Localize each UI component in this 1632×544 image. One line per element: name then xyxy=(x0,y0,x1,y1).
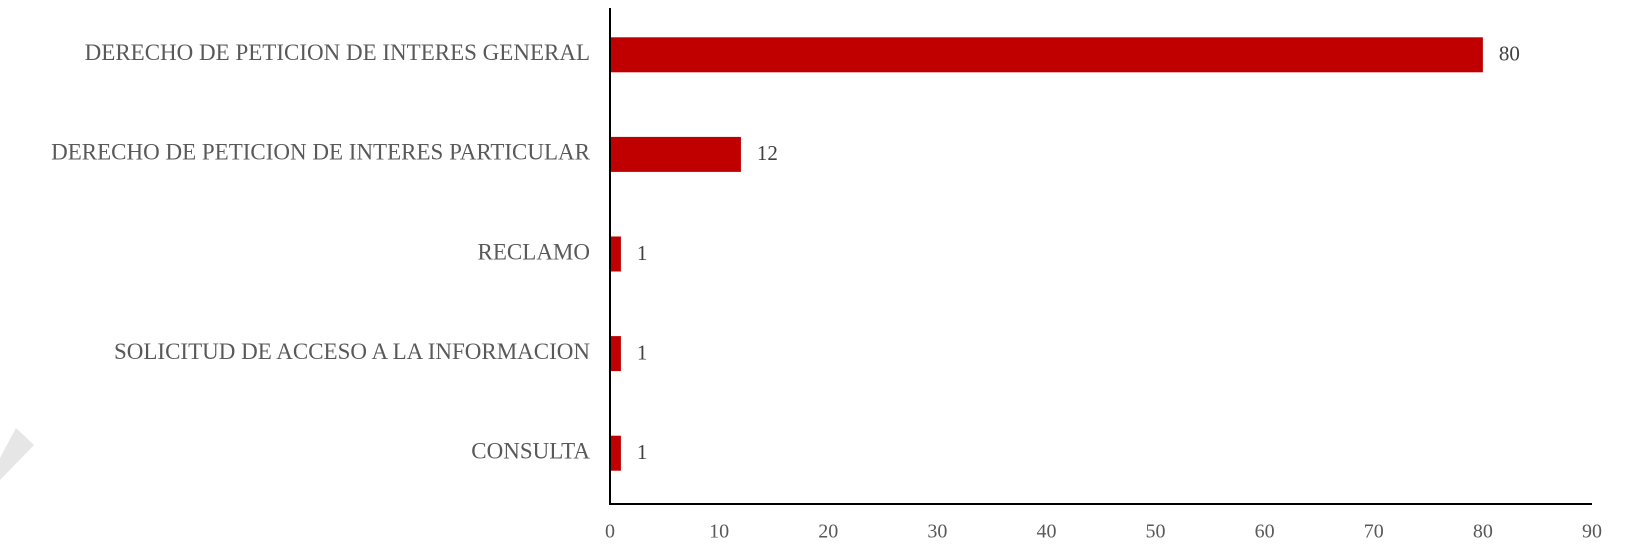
bar xyxy=(610,37,1483,73)
bar xyxy=(610,435,621,471)
category-label: DERECHO DE PETICION DE INTERES GENERAL xyxy=(85,40,590,65)
bar xyxy=(610,236,621,272)
tick-labels-group: 0 10 20 30 40 50 60 70 80 90 xyxy=(605,521,1602,543)
x-tick-label: 80 xyxy=(1473,521,1493,543)
x-tick-label: 50 xyxy=(1146,521,1166,543)
data-label: 1 xyxy=(637,440,648,464)
bar xyxy=(610,136,741,172)
x-tick-label: 60 xyxy=(1255,521,1275,543)
x-tick-label: 70 xyxy=(1364,521,1384,543)
data-label: 1 xyxy=(637,241,648,265)
data-label: 80 xyxy=(1499,42,1520,66)
axes-group xyxy=(609,8,1592,505)
x-tick-label: 0 xyxy=(605,521,615,543)
bars-group xyxy=(610,37,1483,471)
data-label: 1 xyxy=(637,340,648,364)
data-label: 12 xyxy=(757,141,778,165)
x-tick-label: 90 xyxy=(1582,521,1602,543)
x-tick-label: 20 xyxy=(818,521,838,543)
watermark-shape xyxy=(0,428,34,480)
category-label: DERECHO DE PETICION DE INTERES PARTICULA… xyxy=(51,140,591,165)
x-tick-label: 30 xyxy=(927,521,947,543)
category-label: RECLAMO xyxy=(478,239,590,264)
category-label: CONSULTA xyxy=(471,438,590,463)
bar xyxy=(610,336,621,372)
x-tick-label: 10 xyxy=(709,521,729,543)
category-label: SOLICITUD DE ACCESO A LA INFORMACION xyxy=(114,339,590,364)
data-labels-group: 80 12 1 1 1 xyxy=(637,42,1520,464)
category-labels-group: DERECHO DE PETICION DE INTERES GENERAL DE… xyxy=(51,40,591,463)
x-tick-label: 40 xyxy=(1036,521,1056,543)
